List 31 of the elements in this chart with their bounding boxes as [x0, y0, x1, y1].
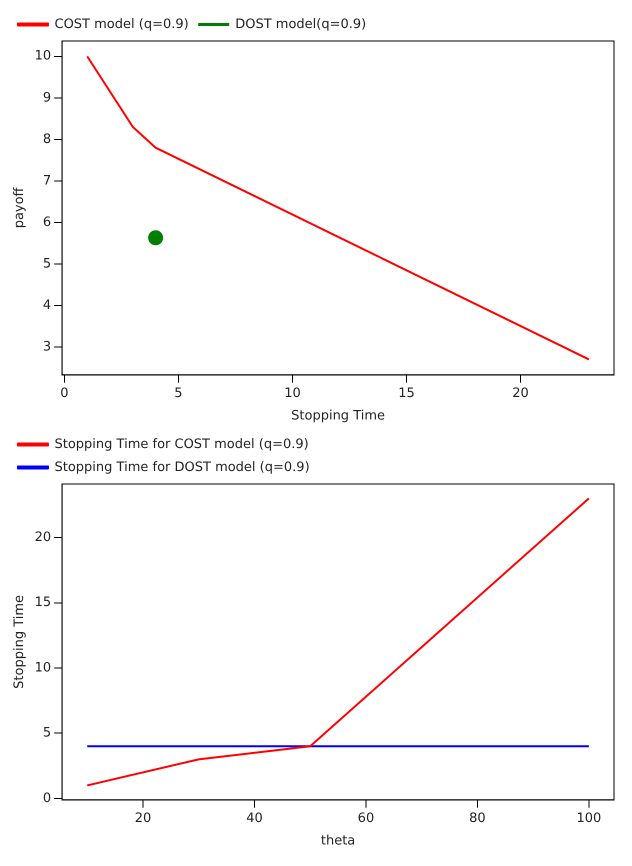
x-axis-title: Stopping Time: [291, 408, 385, 424]
x-tick-label: 100: [576, 810, 602, 826]
legend-label: COST model (q=0.9): [54, 16, 189, 32]
x-tick-label: 60: [358, 810, 374, 826]
x-tick-label: 5: [174, 386, 183, 401]
x-tick-label: 40: [246, 810, 263, 826]
y-axis-title: Stopping Time: [12, 594, 28, 689]
legend-label: Stopping Time for DOST model (q=0.9): [54, 460, 310, 475]
y-tick-label: 10: [34, 660, 52, 676]
y-axis-title: payoff: [12, 186, 28, 228]
y-tick-label: 7: [42, 173, 52, 188]
y-tick-label: 15: [34, 595, 52, 610]
legend-label: DOST model(q=0.9): [235, 16, 366, 32]
y-tick-label: 20: [34, 530, 52, 545]
x-tick-label: 15: [398, 386, 415, 401]
legend-label: Stopping Time for COST model (q=0.9): [54, 436, 309, 452]
x-tick-label: 10: [284, 386, 301, 401]
y-tick-label: 5: [42, 726, 52, 741]
y-tick-label: 5: [42, 256, 52, 272]
x-tick-label: 0: [60, 386, 69, 401]
y-tick-label: 0: [42, 790, 52, 806]
x-tick-label: 80: [469, 810, 486, 826]
x-tick-label: 20: [134, 810, 152, 826]
y-tick-label: 3: [42, 339, 52, 354]
y-tick-label: 9: [42, 90, 52, 106]
y-tick-label: 6: [42, 214, 52, 230]
y-tick-label: 4: [42, 298, 52, 313]
y-tick-label: 10: [34, 48, 52, 64]
y-tick-label: 8: [42, 132, 52, 147]
x-tick-label: 20: [512, 386, 529, 401]
x-axis-title: theta: [320, 834, 356, 849]
